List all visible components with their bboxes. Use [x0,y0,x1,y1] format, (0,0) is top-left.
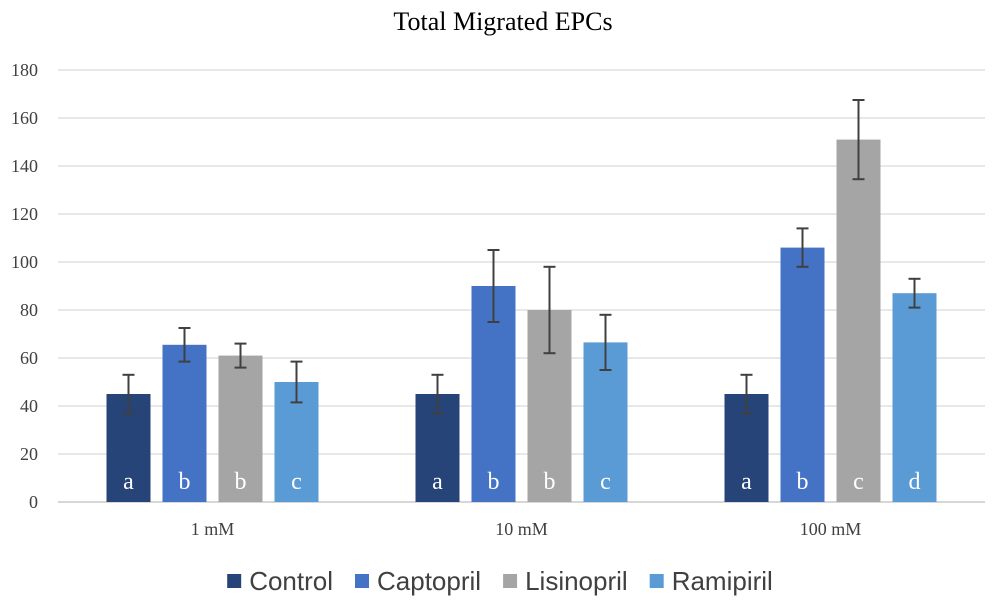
error-bar [796,227,809,268]
legend-swatch [649,574,664,588]
bar-letter-label: b [235,469,247,495]
y-tick-label: 60 [20,348,38,368]
error-bar [908,277,921,309]
error-bar [431,373,444,415]
bar [218,355,263,502]
x-category-label: 1 mM [191,519,235,539]
error-bar [290,360,303,404]
legend-item: Control [227,566,333,596]
bar-letter-label: c [600,469,611,495]
error-bar [852,99,865,181]
y-tick-label: 160 [11,108,38,128]
bars [106,139,937,502]
bar [780,247,825,502]
y-axis-tick-labels: 0 20 40 60 80 100 120 140 160 180 [11,60,38,512]
y-tick-label: 100 [11,252,38,272]
legend-item: Ramipiril [649,566,773,596]
y-tick-label: 40 [20,396,38,416]
x-category-label: 100 mM [800,519,862,539]
y-tick-label: 120 [11,204,38,224]
error-bar [543,265,556,355]
gridlines [58,69,985,503]
error-bar [122,373,135,415]
legend-swatch [503,574,518,588]
legend-swatch [227,574,242,588]
bar-letter-label: a [123,469,134,495]
legend: Control Captopril Lisinopril Ramipiril [227,566,773,596]
legend-item: Captopril [355,566,481,596]
legend-swatch [355,574,370,588]
bar-letter-label: b [179,469,191,495]
bar [162,344,207,502]
x-axis-category-labels: 1 mM 10 mM 100 mM [191,519,862,539]
legend-item: Lisinopril [503,566,628,596]
bar-letter-label: b [544,469,556,495]
y-tick-label: 80 [20,300,38,320]
error-bar [178,327,191,363]
y-tick-label: 180 [11,60,38,80]
bar-letter-label: c [853,469,864,495]
legend-label: Ramipiril [672,566,773,596]
error-bar [740,373,753,415]
error-bar [234,342,247,369]
legend-label: Captopril [377,566,481,596]
y-tick-label: 140 [11,156,38,176]
bar-letter-label: b [488,469,500,495]
error-bar [487,249,500,323]
bar-letter-label: b [797,469,809,495]
legend-label: Lisinopril [525,566,628,596]
y-tick-label: 0 [29,492,38,512]
legend-label: Control [249,566,333,596]
bar-letter-label: d [909,469,921,495]
error-bar [599,313,612,371]
y-tick-label: 20 [20,444,38,464]
chart-title: Total Migrated EPCs [393,7,612,36]
bar [892,293,937,502]
bar-letter-label: a [432,469,443,495]
bar [836,139,881,502]
bar-letter-label: a [741,469,752,495]
x-category-label: 10 mM [495,519,548,539]
bar-letter-label: c [291,469,302,495]
error-bars [122,99,921,415]
